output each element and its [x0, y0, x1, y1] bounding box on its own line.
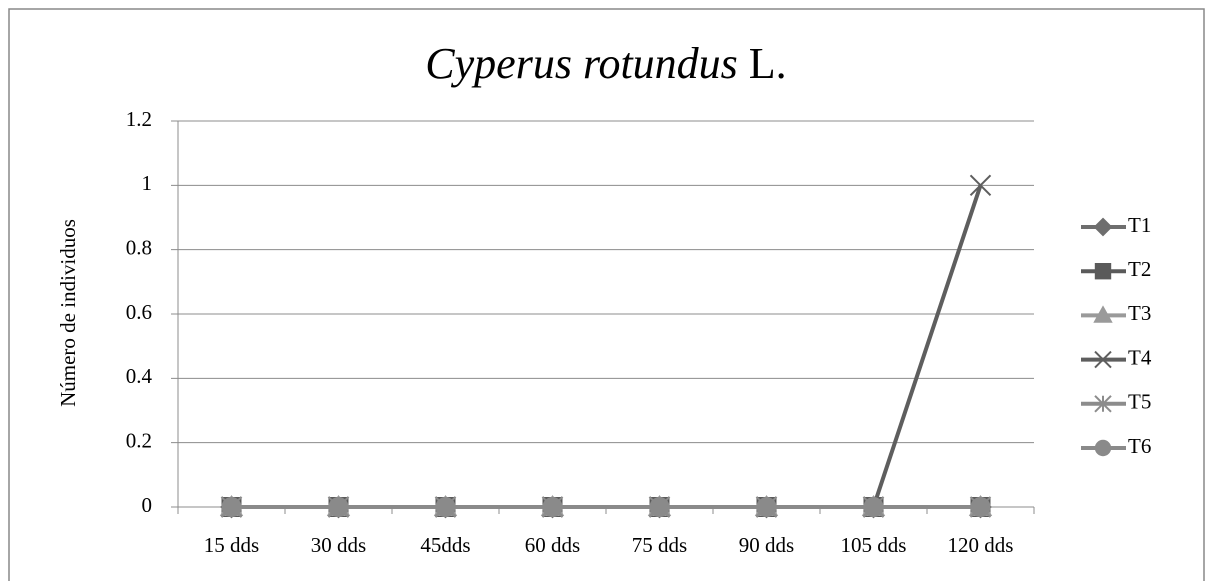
y-tick-label: 1.2	[126, 107, 152, 131]
legend-label: T3	[1128, 301, 1151, 325]
data-point	[328, 497, 349, 517]
legend-label: T4	[1128, 345, 1152, 369]
x-tick-label: 45dds	[420, 533, 470, 557]
x-tick-label: 120 dds	[948, 533, 1014, 557]
legend-label: T6	[1128, 434, 1151, 458]
legend-marker	[1094, 439, 1112, 457]
chart-title: Cyperus rotundus L.	[425, 39, 786, 88]
legend-marker	[1094, 350, 1112, 369]
y-axis-label: Número de individuos	[56, 219, 80, 407]
x-tick-label: 60 dds	[525, 533, 580, 557]
legend-label: T2	[1128, 257, 1151, 281]
data-point	[863, 497, 884, 517]
y-tick-label: 0.8	[126, 235, 152, 259]
data-point	[649, 497, 670, 517]
x-tick-label: 90 dds	[739, 533, 794, 557]
x-tick-label: 105 dds	[841, 533, 907, 557]
data-point	[542, 497, 563, 517]
data-point	[756, 497, 777, 517]
y-tick-label: 0.2	[126, 428, 152, 452]
legend-marker	[1093, 305, 1113, 323]
data-point	[221, 497, 242, 517]
title-regular: L.	[749, 39, 787, 88]
data-point	[970, 497, 991, 517]
legend-marker	[1094, 395, 1112, 413]
data-point	[969, 174, 992, 197]
y-tick-label: 0.6	[126, 300, 152, 324]
data-point	[435, 497, 456, 517]
x-tick-label: 30 dds	[311, 533, 366, 557]
x-tick-label: 75 dds	[632, 533, 687, 557]
x-tick-label: 15 dds	[204, 533, 259, 557]
legend-marker	[1094, 263, 1112, 280]
chart-frame	[8, 8, 1205, 581]
title-italic: Cyperus rotundus	[425, 39, 738, 88]
legend-label: T5	[1128, 390, 1151, 414]
legend-label: T1	[1128, 213, 1151, 237]
y-tick-label: 0.4	[126, 364, 153, 388]
y-tick-label: 0	[142, 493, 153, 517]
legend-marker	[1093, 217, 1113, 237]
y-tick-label: 1	[142, 171, 153, 195]
